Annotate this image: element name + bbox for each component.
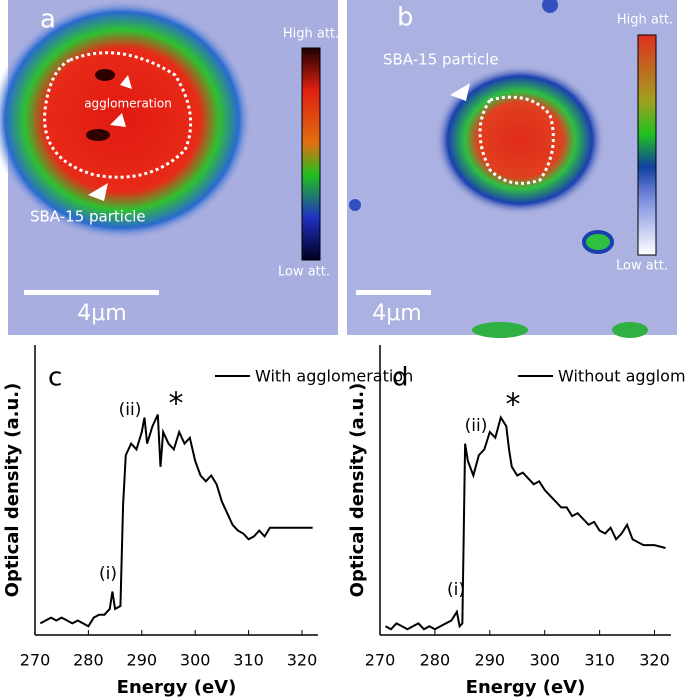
agglomeration-spot (95, 69, 115, 81)
x-tick-label: 300 (529, 651, 560, 670)
x-tick-label: 310 (584, 651, 615, 670)
colorbar-label: Low att. (278, 265, 330, 280)
line-series (39, 414, 313, 628)
scale-label: 4μm (77, 301, 126, 326)
particle-outline (43, 51, 193, 179)
x-tick-label: 270 (365, 651, 396, 670)
colorbar-label: High att. (617, 13, 673, 28)
panel-label: a (40, 5, 56, 35)
particle-image (542, 0, 558, 13)
x-tick-label: 280 (420, 651, 451, 670)
particle-image (0, 0, 252, 240)
line-series (385, 415, 666, 631)
scale-label: 4μm (372, 301, 421, 326)
colorbar-label: Low att. (616, 259, 668, 274)
panel-b: b High att. Low att. SBA-15 particle 4μm (347, 0, 677, 338)
panel-label: d (392, 363, 409, 393)
annotation: (ii) (465, 416, 488, 436)
annotation: SBA-15 particle (30, 208, 146, 226)
legend-label: Without agglomeration (558, 367, 685, 386)
colorbar-label: High att. (283, 27, 339, 42)
panel-label: b (397, 3, 414, 33)
legend-label: With agglomeration (255, 367, 413, 386)
colorbar (301, 47, 321, 261)
x-tick-label: 310 (233, 651, 264, 670)
annotation: (i) (447, 580, 465, 600)
x-axis-label: Energy (eV) (117, 677, 237, 698)
particle-image (582, 230, 614, 254)
scale-bar (24, 290, 159, 295)
x-tick-label: 300 (180, 651, 211, 670)
colorbar (637, 34, 657, 256)
y-axis-label: Optical density (a.u.) (2, 383, 23, 598)
x-tick-label: 320 (287, 651, 318, 670)
annotation: SBA-15 particle (383, 51, 499, 69)
panel-label: c (48, 363, 62, 393)
x-axis-label: Energy (eV) (466, 677, 586, 698)
annotation: (ii) (119, 400, 142, 420)
particle-outline (478, 95, 555, 185)
annotation: agglomeration (84, 97, 172, 111)
x-tick-label: 280 (73, 651, 104, 670)
panel-a: a High att. Low att. agglomeration SBA-1… (0, 0, 339, 335)
y-axis-label: Optical density (a.u.) (347, 383, 368, 598)
x-tick-label: 290 (127, 651, 158, 670)
particle-image (349, 199, 361, 211)
x-tick-label: 270 (20, 651, 51, 670)
scale-bar (356, 290, 431, 295)
annotation: * (169, 387, 184, 422)
particle-image (435, 65, 605, 215)
arrow (450, 83, 470, 101)
agglomeration-spot (86, 129, 110, 141)
x-tick-label: 290 (475, 651, 506, 670)
particle-image (472, 322, 528, 338)
particle-image (612, 322, 648, 338)
annotation: (i) (99, 564, 117, 584)
x-tick-label: 320 (639, 651, 670, 670)
annotation: * (506, 388, 521, 423)
